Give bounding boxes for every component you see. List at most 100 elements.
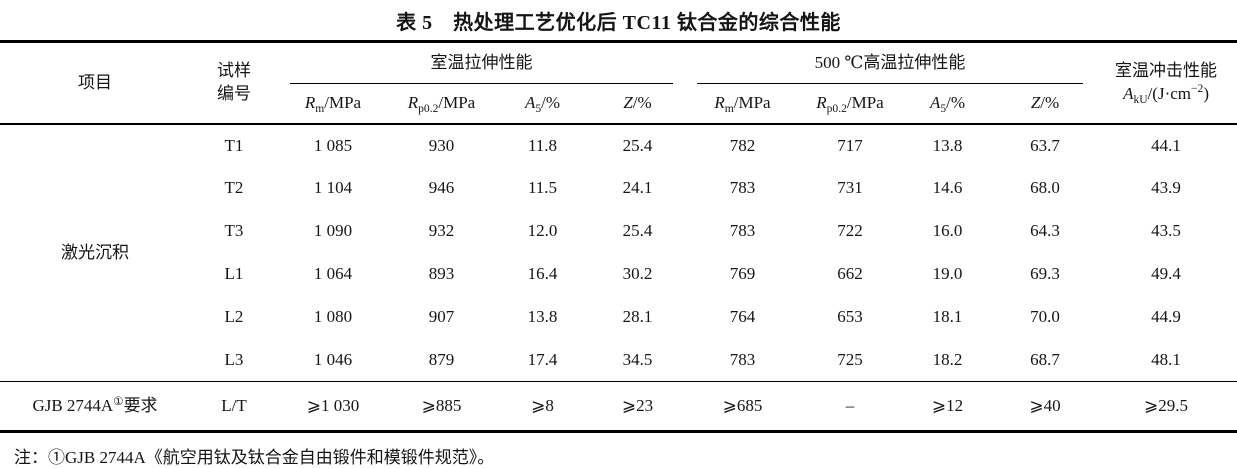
cell: 68.0 bbox=[1030, 178, 1060, 198]
cell: 1 080 bbox=[313, 307, 353, 327]
table-title: 表 5 热处理工艺优化后 TC11 钛合金的综合性能 bbox=[396, 11, 841, 34]
table-footnote: 注：①GJB 2744A《航空用钛及钛合金自由锻件和模锻件规范》。 bbox=[14, 448, 495, 467]
cell: ⩾29.5 bbox=[1095, 381, 1237, 432]
table-row: L1 1 064 893 16.4 30.2 769 662 19.0 69.3… bbox=[0, 253, 1237, 296]
cell: 24.1 bbox=[622, 178, 653, 198]
column-header-a5-high: A5/% bbox=[900, 83, 995, 125]
column-header-impact: 室温冲击性能 AkU/(J·cm−2) bbox=[1095, 41, 1237, 125]
sample-id-line1: 试样 bbox=[217, 60, 251, 80]
impact-header-formula: AkU/(J·cm−2) bbox=[1123, 82, 1209, 106]
column-header-a5-room: A5/% bbox=[495, 83, 590, 125]
cell: 769 bbox=[729, 264, 756, 284]
cell: 764 bbox=[729, 307, 756, 327]
process-label: 激光沉积 bbox=[61, 243, 129, 263]
group-header-high-temp-tensile-label: 500 ℃高温拉伸性能 bbox=[814, 53, 966, 73]
cell: 69.3 bbox=[1030, 264, 1060, 284]
requirement-label: GJB 2744A①要求 bbox=[0, 381, 190, 432]
cell: 14.6 bbox=[932, 178, 963, 198]
cell: 725 bbox=[837, 350, 863, 370]
table-header: 项目 试样 编号 室温拉伸性能 500 ℃高温拉伸性能 室温冲击性能 AkU/(… bbox=[0, 41, 1237, 125]
cell: 893 bbox=[428, 264, 455, 284]
cell: 11.5 bbox=[527, 178, 558, 198]
cell: ⩾40 bbox=[995, 381, 1096, 432]
requirement-row: GJB 2744A①要求 L/T ⩾1 030 ⩾885 ⩾8 ⩾23 ⩾685… bbox=[0, 381, 1237, 432]
properties-table: 项目 试样 编号 室温拉伸性能 500 ℃高温拉伸性能 室温冲击性能 AkU/(… bbox=[0, 40, 1237, 433]
sample-id: T2 bbox=[224, 178, 244, 198]
column-header-rm-high: Rm/MPa bbox=[685, 83, 800, 125]
cell: 16.0 bbox=[932, 221, 963, 241]
cell: 11.8 bbox=[527, 135, 558, 155]
table-row: T2 1 104 946 11.5 24.1 783 731 14.6 68.0… bbox=[0, 167, 1237, 210]
cell: 43.5 bbox=[1151, 221, 1181, 241]
cell: 28.1 bbox=[622, 307, 653, 327]
cell: 12.0 bbox=[527, 221, 558, 241]
cell: 63.7 bbox=[1030, 135, 1060, 155]
cell: 1 104 bbox=[313, 178, 353, 198]
table-row: L3 1 046 879 17.4 34.5 783 725 18.2 68.7… bbox=[0, 339, 1237, 382]
cell: 783 bbox=[729, 350, 756, 370]
cell: 1 064 bbox=[313, 264, 353, 284]
cell: ⩾685 bbox=[685, 381, 800, 432]
cell: 722 bbox=[837, 221, 863, 241]
cell: ⩾12 bbox=[900, 381, 995, 432]
cell: 930 bbox=[428, 135, 455, 155]
sample-id: L/T bbox=[190, 381, 278, 432]
sample-id: L3 bbox=[224, 350, 244, 370]
sample-id-line2: 编号 bbox=[217, 83, 251, 103]
cell: 30.2 bbox=[622, 264, 653, 284]
column-header-rp02-high: Rp0.2/MPa bbox=[800, 83, 900, 125]
sample-id: L1 bbox=[224, 264, 244, 284]
cell: 783 bbox=[729, 178, 756, 198]
cell: 18.1 bbox=[932, 307, 963, 327]
cell: 662 bbox=[837, 264, 863, 284]
column-header-sample-id: 试样 编号 bbox=[190, 41, 278, 125]
cell: ⩾1 030 bbox=[278, 381, 388, 432]
cell: 907 bbox=[428, 307, 455, 327]
footnote-marker: ① bbox=[113, 395, 124, 409]
cell: 68.7 bbox=[1030, 350, 1060, 370]
column-header-rp02-room: Rp0.2/MPa bbox=[388, 83, 495, 125]
cell: 43.9 bbox=[1151, 178, 1181, 198]
cell: 731 bbox=[837, 178, 863, 198]
cell: 16.4 bbox=[527, 264, 558, 284]
group-header-high-temp-tensile: 500 ℃高温拉伸性能 bbox=[685, 42, 1095, 84]
cell: 70.0 bbox=[1030, 307, 1060, 327]
column-header-rm-room: Rm/MPa bbox=[278, 83, 388, 125]
cell: 44.9 bbox=[1151, 307, 1181, 327]
cell: 25.4 bbox=[622, 221, 653, 241]
cell: 782 bbox=[729, 135, 756, 155]
cell: ⩾23 bbox=[590, 381, 685, 432]
cell: 13.8 bbox=[932, 135, 963, 155]
cell: – bbox=[800, 381, 900, 432]
cell: 13.8 bbox=[527, 307, 558, 327]
cell: 49.4 bbox=[1151, 264, 1181, 284]
cell: ⩾8 bbox=[495, 381, 590, 432]
sample-id: T3 bbox=[224, 221, 244, 241]
table-body: 激光沉积 T1 1 085 930 11.8 25.4 782 717 13.8… bbox=[0, 124, 1237, 432]
table-row: T3 1 090 932 12.0 25.4 783 722 16.0 64.3… bbox=[0, 210, 1237, 253]
column-header-z-high: Z/% bbox=[995, 83, 1096, 125]
group-header-room-tensile-label: 室温拉伸性能 bbox=[430, 53, 533, 73]
impact-header-line1: 室温冲击性能 bbox=[1115, 60, 1218, 80]
cell: 19.0 bbox=[932, 264, 963, 284]
table-row: L2 1 080 907 13.8 28.1 764 653 18.1 70.0… bbox=[0, 296, 1237, 339]
cell: 17.4 bbox=[527, 350, 558, 370]
cell: 783 bbox=[729, 221, 756, 241]
column-header-project: 项目 bbox=[0, 41, 190, 125]
cell: 34.5 bbox=[622, 350, 653, 370]
cell: 879 bbox=[428, 350, 455, 370]
cell: 48.1 bbox=[1151, 350, 1181, 370]
cell: 932 bbox=[428, 221, 455, 241]
cell: 1 085 bbox=[313, 135, 353, 155]
cell: 717 bbox=[837, 135, 863, 155]
table-row: 激光沉积 T1 1 085 930 11.8 25.4 782 717 13.8… bbox=[0, 124, 1237, 262]
sample-id: L2 bbox=[224, 307, 244, 327]
cell: 653 bbox=[837, 307, 863, 327]
group-header-room-tensile: 室温拉伸性能 bbox=[278, 42, 685, 84]
cell: 946 bbox=[428, 178, 455, 198]
cell: 64.3 bbox=[1030, 221, 1060, 241]
column-header-z-room: Z/% bbox=[590, 83, 685, 125]
cell: 25.4 bbox=[622, 135, 653, 155]
cell: ⩾885 bbox=[388, 381, 495, 432]
